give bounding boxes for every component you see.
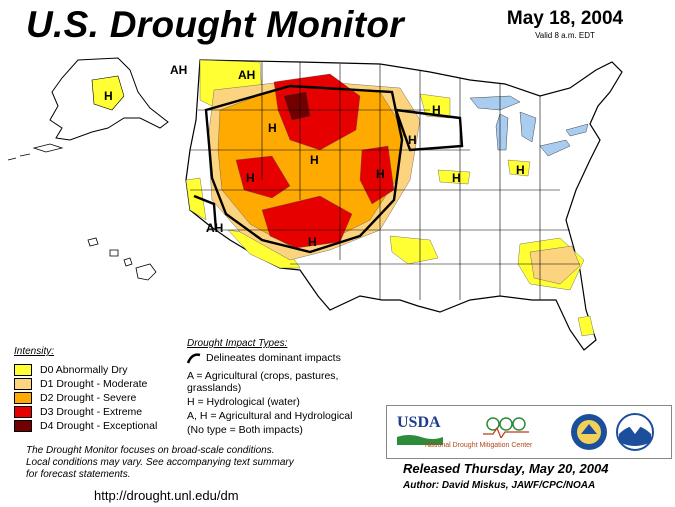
drought-d4 <box>283 91 311 121</box>
legend-label-d2: D2 Drought - Severe <box>40 392 137 404</box>
hawaii <box>87 237 157 281</box>
label-ah-wa: AH <box>238 68 255 82</box>
map-title: U.S. Drought Monitor <box>26 4 404 45</box>
alaska <box>7 57 169 161</box>
legend-label-d1: D1 Drought - Moderate <box>40 378 148 390</box>
label-h-mi: H <box>516 163 525 177</box>
impact-h: H = Hydrological (water) <box>187 396 300 408</box>
label-h-mn: H <box>432 103 441 117</box>
impact-none: (No type = Both impacts) <box>187 424 303 436</box>
swatch-d3 <box>14 406 32 418</box>
valid-time: Valid 8 a.m. EDT <box>535 31 595 40</box>
author: Author: David Miskus, JAWF/CPC/NOAA <box>403 480 596 491</box>
commerce-seal-icon <box>571 414 607 450</box>
impact-a-line2: grasslands) <box>187 382 242 394</box>
label-h-mt: H <box>268 121 277 135</box>
usda-logo: USDA <box>397 414 443 450</box>
impact-line-icon <box>186 353 201 364</box>
swatch-d0 <box>14 364 32 376</box>
website-url[interactable]: http://drought.unl.edu/dm <box>94 488 239 503</box>
label-ah-ca: AH <box>206 221 223 235</box>
label-h-ne: H <box>376 167 385 181</box>
label-h-nm: H <box>308 235 317 249</box>
legend-label-d3: D3 Drought - Extreme <box>40 406 143 418</box>
swatch-d2 <box>14 392 32 404</box>
label-h-il: H <box>452 171 461 185</box>
legend-label-d4: D4 Drought - Exceptional <box>40 420 158 432</box>
note-line-3: for forecast statements. <box>26 469 131 480</box>
label-ah-alaska-west: AH <box>170 63 187 77</box>
ndmc-trees-icon <box>483 417 529 438</box>
great-lakes <box>469 95 589 157</box>
label-h-ia: H <box>408 133 417 147</box>
intensity-legend-title: Intensity: <box>14 346 55 357</box>
swatch-d4 <box>14 420 32 432</box>
legend-item-d0: D0 Abnormally Dry <box>14 364 128 376</box>
impact-boundaries <box>193 84 464 254</box>
legend-item-d2: D2 Drought - Severe <box>14 392 136 404</box>
impact-legend-title: Drought Impact Types: <box>187 338 288 349</box>
legend-item-d3: D3 Drought - Extreme <box>14 406 142 418</box>
drought-d3 <box>235 73 395 249</box>
state-borders <box>190 62 580 300</box>
legend-item-d1: D1 Drought - Moderate <box>14 378 147 390</box>
agency-logos: USDA National Drought Mitigation Center <box>386 405 672 459</box>
impact-a-line1: A = Agricultural (crops, pastures, <box>187 370 339 382</box>
map-date: May 18, 2004 <box>506 8 624 29</box>
note-line-1: The Drought Monitor focuses on broad-sca… <box>26 445 275 456</box>
impact-ah: A, H = Agricultural and Hydrological <box>187 410 353 422</box>
impact-line-desc: Delineates dominant impacts <box>206 352 341 364</box>
label-h-id: H <box>246 171 255 185</box>
legend-item-d4: D4 Drought - Exceptional <box>14 420 157 432</box>
label-h-wy: H <box>310 153 319 167</box>
release-date: Released Thursday, May 20, 2004 <box>403 461 609 476</box>
usda-wave-icon <box>397 435 443 445</box>
note-line-2: Local conditions may vary. See accompany… <box>26 457 294 468</box>
noaa-logo-icon <box>616 413 654 451</box>
impact-labels: AH AH H H H H H H H H H AH H <box>104 63 525 249</box>
ndmc-label: National Drought Mitigation Center <box>425 442 533 449</box>
legend-label-d0: D0 Abnormally Dry <box>40 364 128 376</box>
label-h-alaska: H <box>104 89 113 103</box>
swatch-d1 <box>14 378 32 390</box>
